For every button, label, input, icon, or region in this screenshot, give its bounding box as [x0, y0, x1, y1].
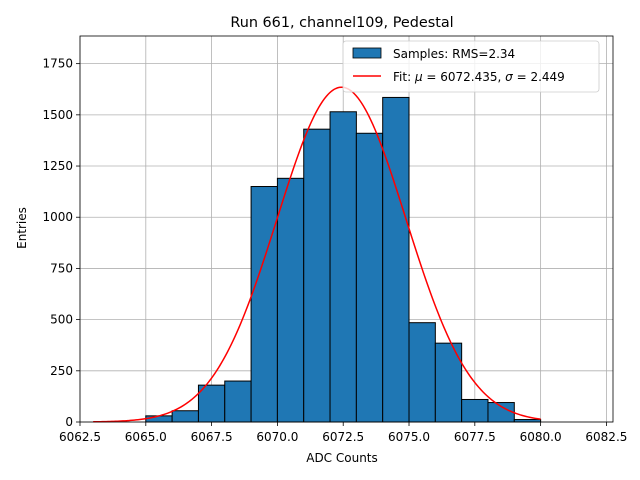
- x-axis-label: ADC Counts: [306, 451, 378, 465]
- histogram-bar-6: [303, 128, 331, 423]
- legend-fit-sigma-value: = 2.449: [513, 70, 565, 84]
- x-axis-ticks: 6062.5 6065.0 6067.5 6070.0 6072.5 6075.0 6077…: [59, 422, 627, 444]
- x-tick-label-5: 6075.0: [388, 430, 430, 444]
- y-tick-label-7: 1750: [42, 57, 73, 71]
- fit-curve-layer: [93, 86, 541, 423]
- histogram-bar-0: [145, 415, 173, 423]
- gaussian-fit-curve: [93, 86, 541, 423]
- y-tick-label-1: 250: [50, 364, 73, 378]
- histogram-bar-13: [487, 402, 515, 423]
- x-tick-label-2: 6067.5: [191, 430, 233, 444]
- x-tick-label-1: 6065.0: [125, 430, 167, 444]
- legend-histogram-label: Samples: RMS=2.34: [393, 47, 515, 61]
- histogram-bar-12: [461, 398, 489, 423]
- histogram-bar-9: [382, 96, 410, 423]
- legend-fit-prefix: Fit:: [393, 70, 415, 84]
- histogram-bar-10: [408, 322, 436, 423]
- histogram-bar-3: [224, 380, 252, 423]
- legend-fit-mu-value: = 6072.435,: [423, 70, 506, 84]
- y-tick-label-2: 500: [50, 313, 73, 327]
- histogram-bar-2: [197, 384, 226, 423]
- x-tick-label-4: 6072.5: [322, 430, 364, 444]
- y-axis-label: Entries: [15, 207, 29, 249]
- plot-frame: [79, 35, 614, 423]
- histogram-bar-4: [250, 186, 278, 423]
- histogram-bar-5: [276, 177, 305, 423]
- legend: Samples: RMS=2.34 Fit: μ = 6072.435, σ =…: [342, 40, 600, 93]
- x-tick-label-6: 6077.5: [454, 430, 496, 444]
- histogram-bar-7: [329, 111, 357, 423]
- y-tick-label-4: 1000: [42, 210, 73, 224]
- histogram-bars: [145, 96, 542, 423]
- y-axis-ticks: 0 250 500 750 1000 1250 1500 1750: [42, 57, 80, 429]
- legend-box: [342, 40, 600, 93]
- histogram-bar-1: [171, 410, 199, 423]
- legend-fit-mu-symbol: μ: [414, 70, 423, 84]
- legend-histogram-swatch: [352, 47, 382, 59]
- x-tick-label-0: 6062.5: [59, 430, 101, 444]
- y-tick-label-3: 750: [50, 261, 73, 275]
- x-tick-label-8: 6082.5: [585, 430, 627, 444]
- x-tick-label-7: 6080.0: [520, 430, 562, 444]
- legend-fit-label: Fit: μ = 6072.435, σ = 2.449: [393, 70, 565, 84]
- y-tick-label-6: 1500: [42, 108, 73, 122]
- legend-fit-sigma-symbol: σ: [505, 70, 513, 84]
- y-tick-label-0: 0: [65, 415, 73, 429]
- x-tick-label-3: 6070.0: [256, 430, 298, 444]
- histogram-bar-8: [355, 132, 384, 423]
- y-tick-label-5: 1250: [42, 159, 73, 173]
- chart-title: Run 661, channel109, Pedestal: [230, 15, 453, 31]
